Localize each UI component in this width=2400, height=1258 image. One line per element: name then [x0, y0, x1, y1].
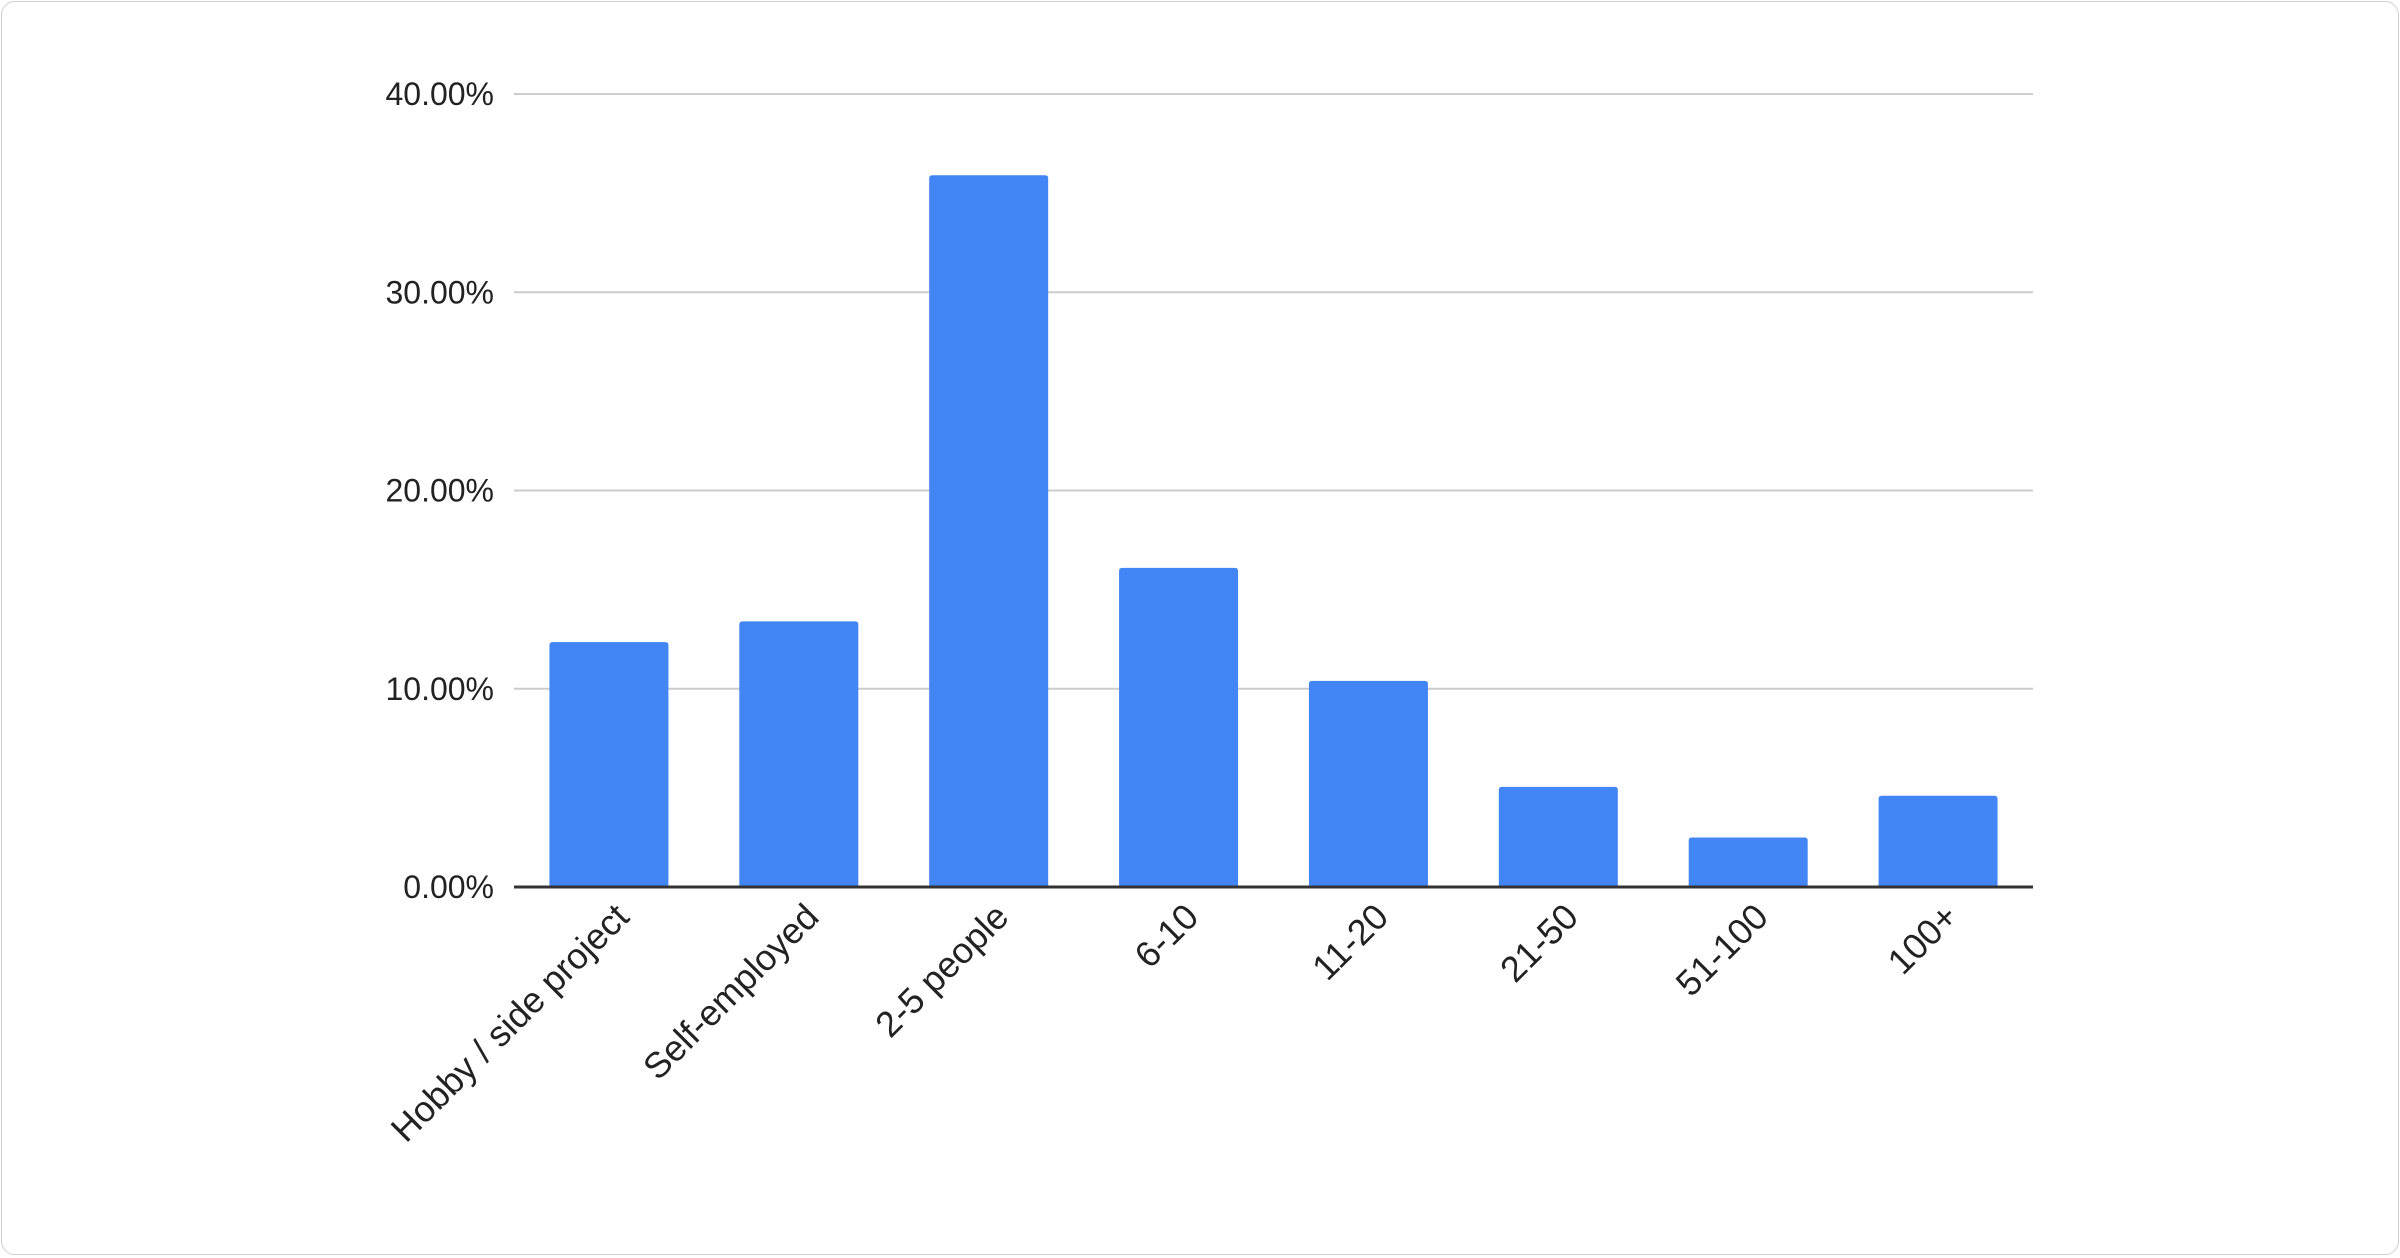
x-tick-label: Hobby / side project: [383, 896, 637, 1150]
x-tick-label: 6-10: [1126, 896, 1206, 976]
bar: [549, 642, 669, 887]
bar: [1878, 795, 1998, 887]
bar: [1688, 837, 1808, 887]
x-tick-label: 2-5 people: [867, 896, 1016, 1045]
y-tick-label: 30.00%: [385, 274, 494, 310]
x-tick-label: 11-20: [1304, 896, 1396, 988]
bar: [1119, 567, 1239, 887]
x-tick-label: 100+: [1879, 896, 1965, 982]
x-tick-label: 51-100: [1668, 896, 1776, 1004]
bar: [1308, 680, 1428, 887]
y-tick-label: 10.00%: [385, 671, 494, 707]
x-tick-label: 21-50: [1492, 896, 1586, 990]
y-tick-label: 20.00%: [385, 473, 494, 509]
x-tick-label: Self-employed: [635, 896, 827, 1088]
bar: [1498, 786, 1618, 887]
bar: [739, 621, 859, 887]
bar: [929, 175, 1049, 888]
y-tick-label: 0.00%: [403, 869, 494, 905]
y-tick-label: 40.00%: [385, 76, 494, 112]
